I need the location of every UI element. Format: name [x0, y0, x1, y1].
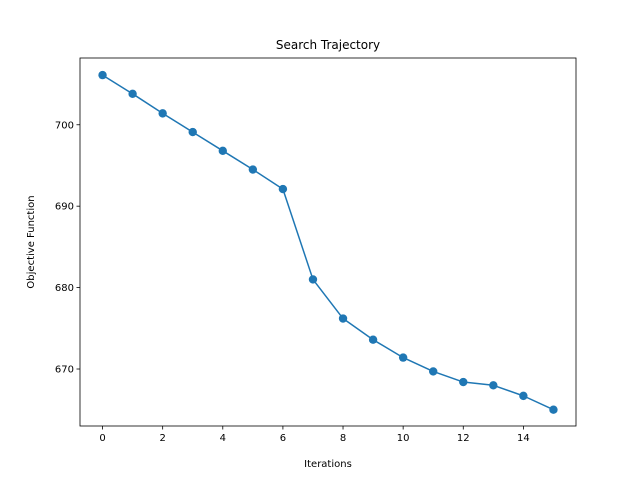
- x-tick-label: 10: [397, 433, 410, 444]
- data-point: [218, 146, 227, 156]
- x-tick-label: 2: [159, 433, 165, 444]
- data-point: [429, 367, 438, 376]
- y-tick-label: 690: [55, 202, 74, 213]
- x-tick-label: 4: [220, 433, 226, 444]
- axes-frame: [79, 57, 577, 427]
- data-point: [549, 405, 558, 414]
- data-point: [368, 335, 378, 344]
- data-point: [459, 377, 468, 387]
- x-tick-label: 8: [340, 433, 346, 444]
- x-tick-label: 6: [280, 433, 286, 444]
- y-tick-label: 680: [55, 283, 74, 294]
- data-point: [128, 89, 137, 99]
- data-point: [489, 381, 498, 390]
- data-point: [278, 184, 288, 194]
- chart-title: Search Trajectory: [276, 38, 380, 52]
- data-point: [338, 314, 348, 323]
- y-tick-label: 700: [55, 120, 74, 131]
- data-point: [188, 127, 197, 137]
- data-point: [158, 109, 167, 118]
- y-tick-label: 670: [55, 365, 74, 376]
- data-point: [519, 391, 528, 401]
- plot-area: 0 2 4 6 8 10 12 14 670 680 690 700: [55, 57, 577, 444]
- y-axis-label: Objective Function: [26, 195, 37, 288]
- data-point: [398, 353, 408, 362]
- data-point: [98, 70, 107, 80]
- series-line: [102, 74, 554, 411]
- x-tick-label: 14: [517, 433, 530, 444]
- data-point: [308, 275, 318, 284]
- x-tick-label: 12: [457, 433, 470, 444]
- data-point: [248, 165, 258, 174]
- x-tick-label: 0: [99, 433, 105, 444]
- x-axis-label: Iterations: [304, 459, 352, 470]
